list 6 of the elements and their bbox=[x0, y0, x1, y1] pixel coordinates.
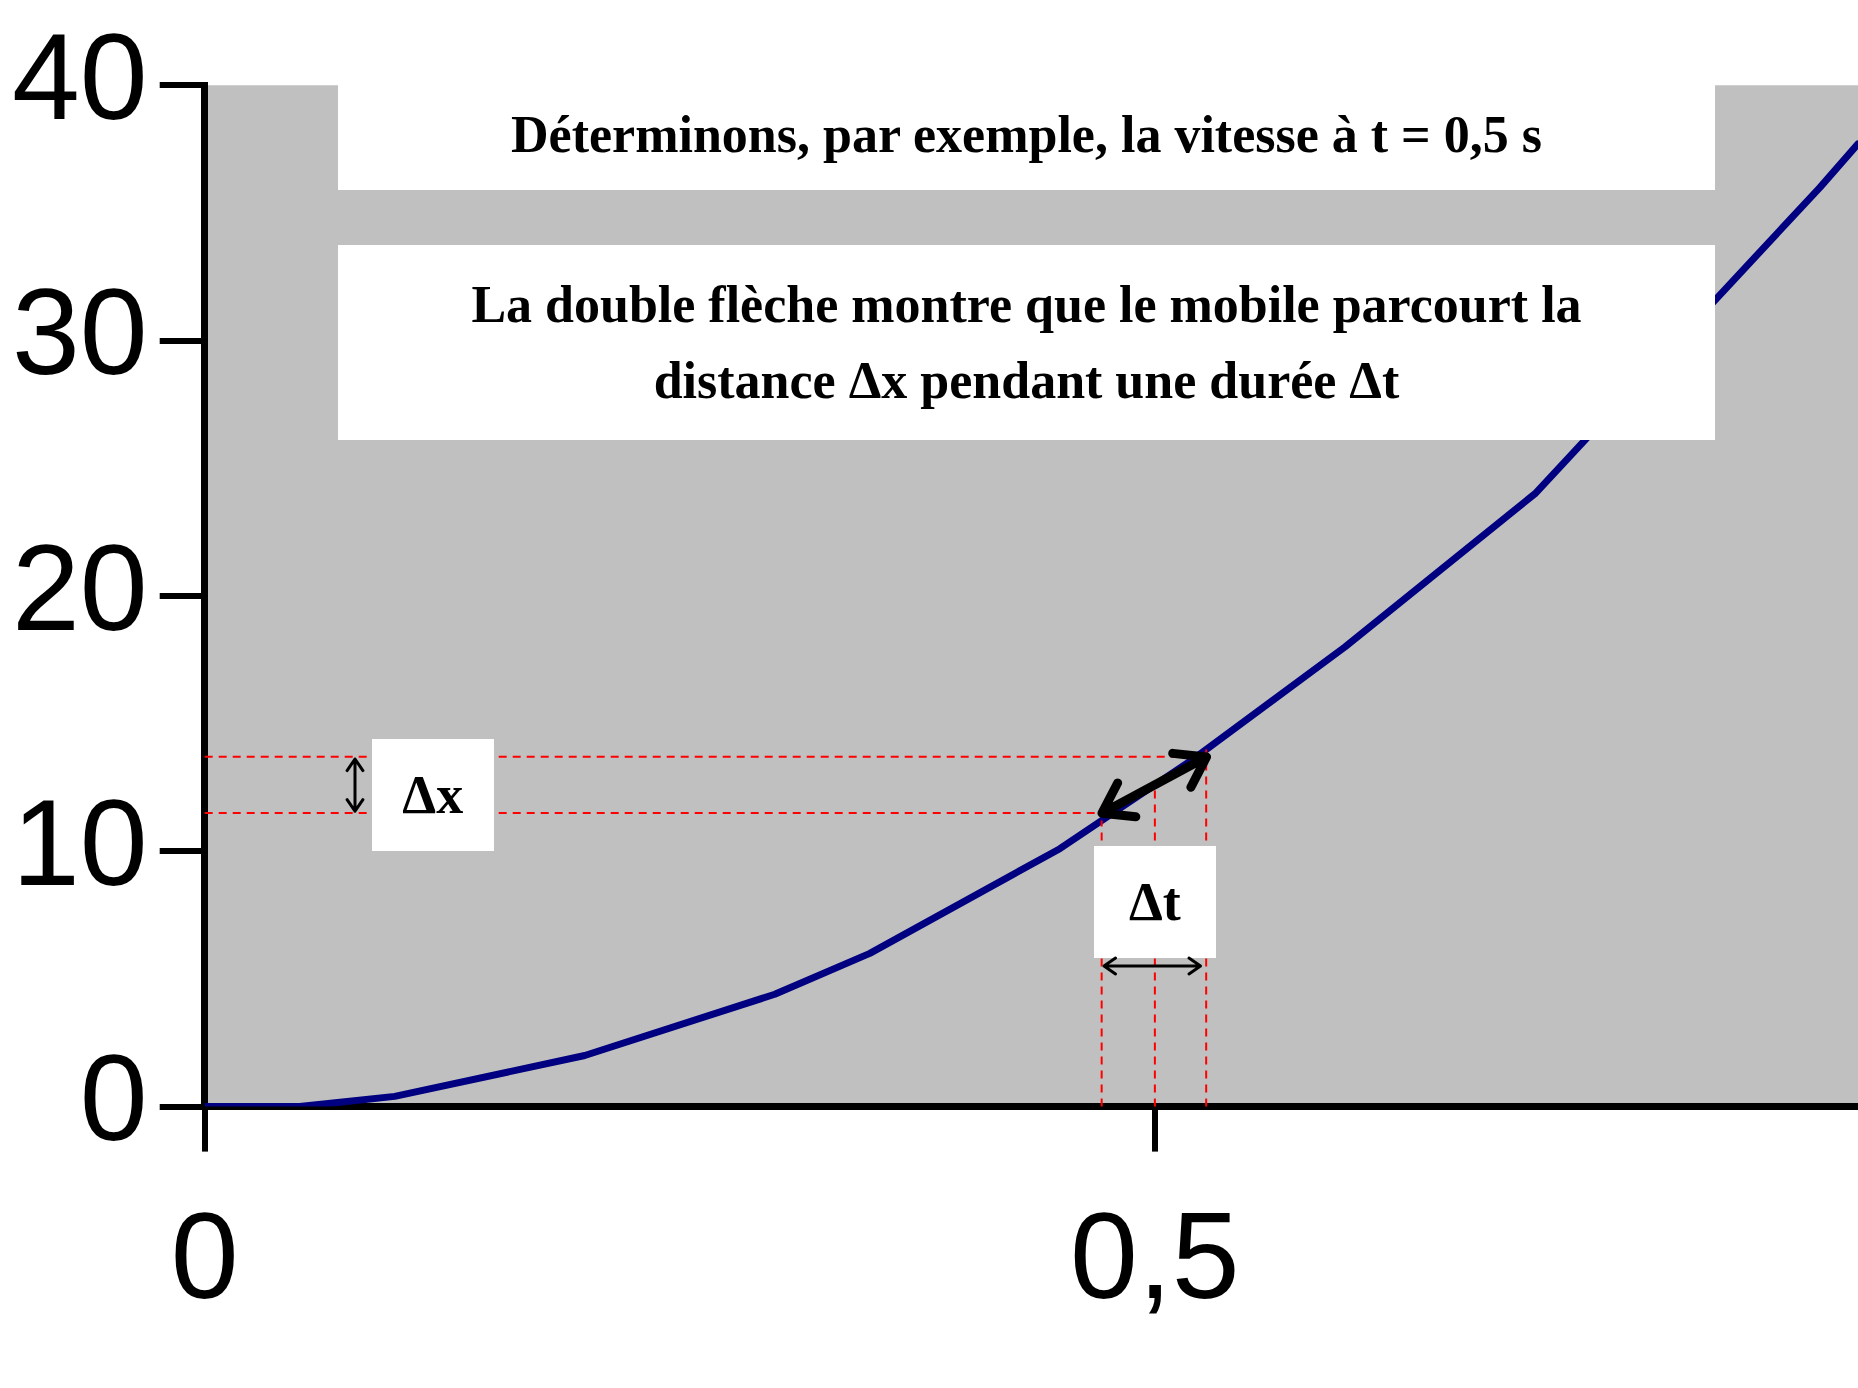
y-tick-label: 40 bbox=[12, 8, 148, 145]
y-tick-label: 20 bbox=[12, 519, 148, 656]
x-tick-label: 0,5 bbox=[1070, 1188, 1240, 1325]
y-tick-label: 30 bbox=[12, 264, 148, 401]
y-tick-label: 0 bbox=[79, 1030, 148, 1167]
y-tick-label: 10 bbox=[12, 774, 148, 911]
